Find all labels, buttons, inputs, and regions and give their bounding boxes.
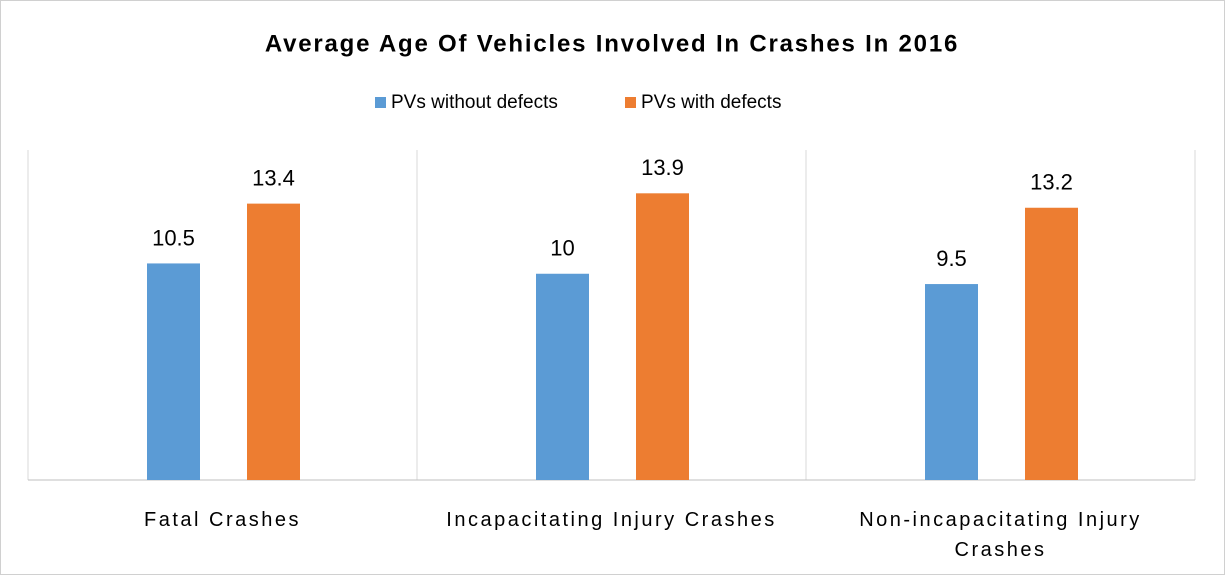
legend-label: PVs without defects <box>391 92 558 113</box>
data-label: 13.2 <box>1030 170 1073 195</box>
data-label: 9.5 <box>936 246 967 271</box>
legend-swatch <box>625 97 636 108</box>
bar <box>247 203 300 480</box>
bar <box>925 284 978 480</box>
legend-label: PVs with defects <box>641 92 781 113</box>
chart-title: Average Age Of Vehicles Involved In Cras… <box>265 30 959 57</box>
bar <box>147 263 200 480</box>
bar <box>1025 207 1078 480</box>
bar <box>536 273 589 480</box>
bar <box>636 193 689 480</box>
x-tick-label: Fatal Crashes <box>144 509 301 531</box>
data-label: 13.9 <box>641 155 684 180</box>
x-tick-label: Incapacitating Injury Crashes <box>446 509 777 531</box>
x-tick-label: Non-incapacitating Injury Crashes <box>859 509 1142 561</box>
legend-swatch <box>375 97 386 108</box>
data-label: 10 <box>550 236 574 261</box>
data-label: 10.5 <box>152 225 195 250</box>
data-label: 13.4 <box>252 165 295 190</box>
